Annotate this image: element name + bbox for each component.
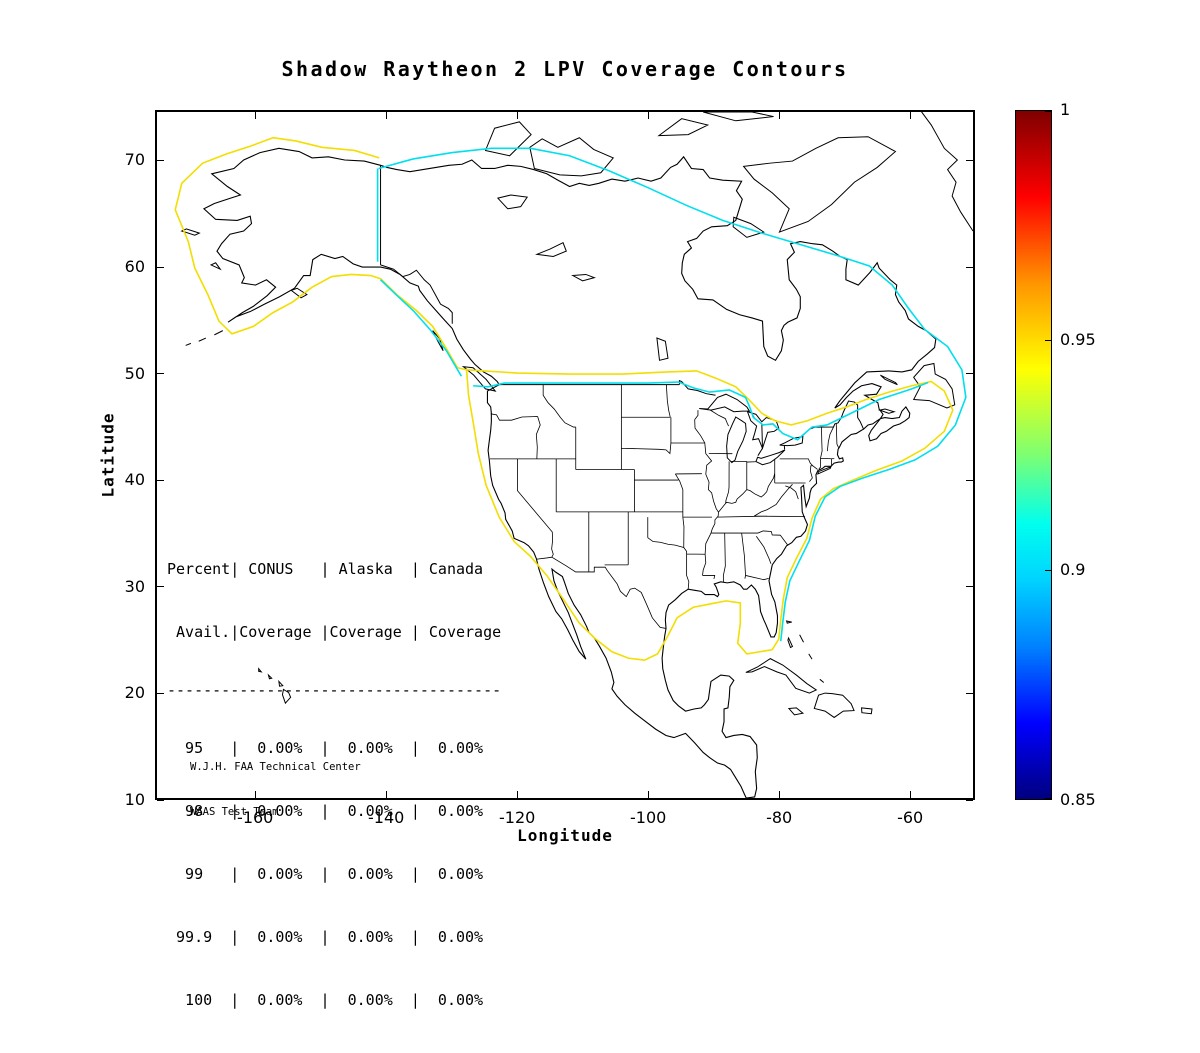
y-tick-label: 40	[124, 470, 145, 490]
y-tick-mark	[157, 159, 164, 161]
y-tick-mark	[966, 266, 973, 268]
credit-line-2: WAAS Test Team	[190, 806, 279, 818]
y-tick-mark	[157, 799, 164, 801]
y-tick-mark	[157, 266, 164, 268]
y-tick-mark	[966, 692, 973, 694]
us-state-borders	[490, 385, 838, 629]
x-tick-label: -80	[766, 808, 793, 827]
colorbar-tick-mark	[1045, 111, 1051, 112]
colorbar-tick-label: 0.9	[1060, 560, 1086, 579]
y-tick-label: 70	[124, 150, 145, 170]
contour-0-90	[378, 148, 966, 641]
availability-table-row: 99 | 0.00% | 0.00% | 0.00%	[167, 865, 484, 883]
availability-table-header2: Avail.|Coverage |Coverage | Coverage	[167, 623, 502, 641]
x-tick-mark	[516, 791, 518, 798]
figure-title: Shadow Raytheon 2 LPV Coverage Contours	[281, 57, 849, 81]
continent-coastline	[204, 148, 936, 798]
x-tick-mark	[647, 791, 649, 798]
y-tick-mark	[157, 586, 164, 588]
y-tick-mark	[966, 159, 973, 161]
colorbar-tick-label: 1	[1060, 100, 1071, 119]
y-tick-mark	[966, 479, 973, 481]
plot-area: Percent| CONUS | Alaska | Canada Avail.|…	[155, 110, 975, 1009]
y-tick-mark	[966, 586, 973, 588]
national-borders	[381, 165, 864, 455]
y-tick-mark	[157, 373, 164, 375]
y-tick-label: 30	[124, 576, 145, 596]
y-tick-label: 60	[124, 257, 145, 277]
matlab-figure: { "title": { "line1": "Shadow Raytheon 2…	[98, 57, 1096, 1009]
credit-block: W.J.H. FAA Technical Center WAAS Test Te…	[190, 730, 361, 850]
x-tick-mark	[385, 112, 387, 119]
x-tick-label: -60	[897, 808, 924, 827]
y-tick-label: 10	[124, 790, 145, 809]
x-tick-mark	[909, 112, 911, 119]
y-tick-mark	[966, 373, 973, 375]
availability-table-row: 95 | 0.00% | 0.00% | 0.00%	[167, 739, 484, 757]
colorbar-tick-mark	[1045, 798, 1051, 799]
availability-table-row: 100 | 0.00% | 0.00% | 0.00%	[167, 991, 484, 1009]
x-tick-label: -100	[630, 808, 667, 827]
colorbar-tick-mark	[1045, 570, 1051, 571]
availability-table-row: 99.9 | 0.00% | 0.00% | 0.00%	[167, 928, 484, 946]
x-tick-mark	[254, 112, 256, 119]
y-tick-mark	[157, 479, 164, 481]
y-tick-label: 50	[124, 363, 145, 383]
lakes-outlines	[498, 195, 803, 465]
contour-0-95	[175, 138, 953, 660]
credit-line-1: W.J.H. FAA Technical Center	[190, 761, 361, 773]
availability-table-row: 98 | 0.00% | 0.00% | 0.00%	[167, 802, 484, 820]
x-tick-mark	[385, 791, 387, 798]
x-tick-mark	[909, 791, 911, 798]
colorbar-tick-label: 0.85	[1060, 790, 1096, 809]
x-tick-label: -120	[499, 808, 536, 827]
x-tick-label: -140	[368, 808, 405, 827]
y-tick-mark	[966, 799, 973, 801]
x-tick-mark	[778, 112, 780, 119]
y-tick-mark	[157, 692, 164, 694]
colorbar	[1015, 110, 1052, 800]
colorbar-tick-mark	[1045, 340, 1051, 341]
x-tick-mark	[778, 791, 780, 798]
y-tick-label: 20	[124, 683, 145, 703]
availability-table-header1: Percent| CONUS | Alaska | Canada	[167, 560, 484, 578]
x-tick-mark	[254, 791, 256, 798]
colorbar-tick-label: 0.95	[1060, 330, 1096, 349]
north-america-map	[157, 112, 973, 798]
x-axis-label: Longitude	[517, 826, 613, 845]
x-tick-mark	[647, 112, 649, 119]
x-tick-mark	[516, 112, 518, 119]
islands-outlines	[182, 112, 973, 717]
availability-table-separator: -------------------------------------	[167, 685, 502, 696]
x-tick-label: -160	[237, 808, 274, 827]
